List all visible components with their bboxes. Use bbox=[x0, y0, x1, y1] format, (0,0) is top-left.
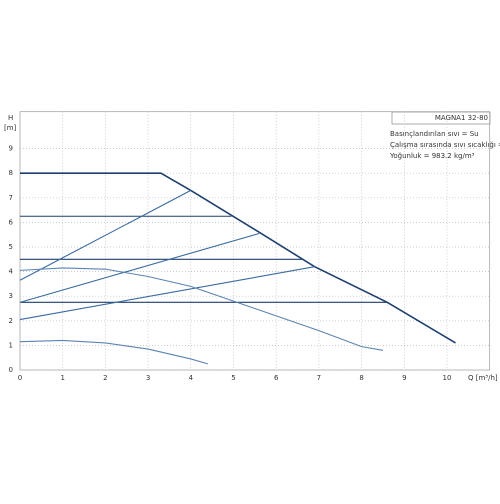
x-tick-label: 10 bbox=[443, 374, 452, 382]
y-tick-label: 7 bbox=[9, 194, 13, 202]
curve bbox=[19, 267, 384, 351]
note: Yoğunluk = 983.2 kg/m³ bbox=[389, 152, 475, 160]
x-tick-label: 1 bbox=[60, 374, 64, 382]
y-tick-label: 6 bbox=[9, 218, 14, 226]
y-axis-unit: [m] bbox=[4, 124, 17, 132]
y-tick-label: 4 bbox=[9, 268, 14, 276]
x-tick-label: 0 bbox=[18, 374, 22, 382]
x-tick-label: 9 bbox=[402, 374, 406, 382]
y-tick-label: 5 bbox=[9, 243, 13, 251]
x-tick-label: 6 bbox=[274, 374, 279, 382]
y-tick-label: 1 bbox=[9, 341, 13, 349]
curve bbox=[20, 172, 456, 344]
note: Çalışma sırasında sıvı sıcaklığı = 60 °C bbox=[390, 141, 500, 149]
y-tick-label: 0 bbox=[9, 366, 13, 374]
curve bbox=[19, 189, 192, 281]
curve bbox=[19, 232, 260, 303]
note: Basınçlandırılan sıvı = Su bbox=[390, 130, 479, 138]
x-tick-label: 2 bbox=[103, 374, 107, 382]
plot-frame bbox=[19, 111, 491, 371]
x-tick-label: 4 bbox=[189, 374, 194, 382]
y-tick-label: 8 bbox=[9, 169, 13, 177]
model-label: MAGNA1 32-80 bbox=[435, 114, 488, 122]
x-tick-label: 7 bbox=[317, 374, 321, 382]
x-axis-label: Q [m³/h] bbox=[468, 374, 498, 382]
y-axis-label: H bbox=[8, 114, 13, 122]
curve bbox=[19, 339, 209, 365]
x-tick-label: 5 bbox=[231, 374, 235, 382]
x-tick-label: 3 bbox=[146, 374, 150, 382]
curve bbox=[19, 266, 315, 321]
y-tick-label: 9 bbox=[9, 145, 13, 153]
x-tick-label: 8 bbox=[359, 374, 363, 382]
y-tick-label: 2 bbox=[9, 317, 13, 325]
y-tick-label: 3 bbox=[9, 292, 13, 300]
